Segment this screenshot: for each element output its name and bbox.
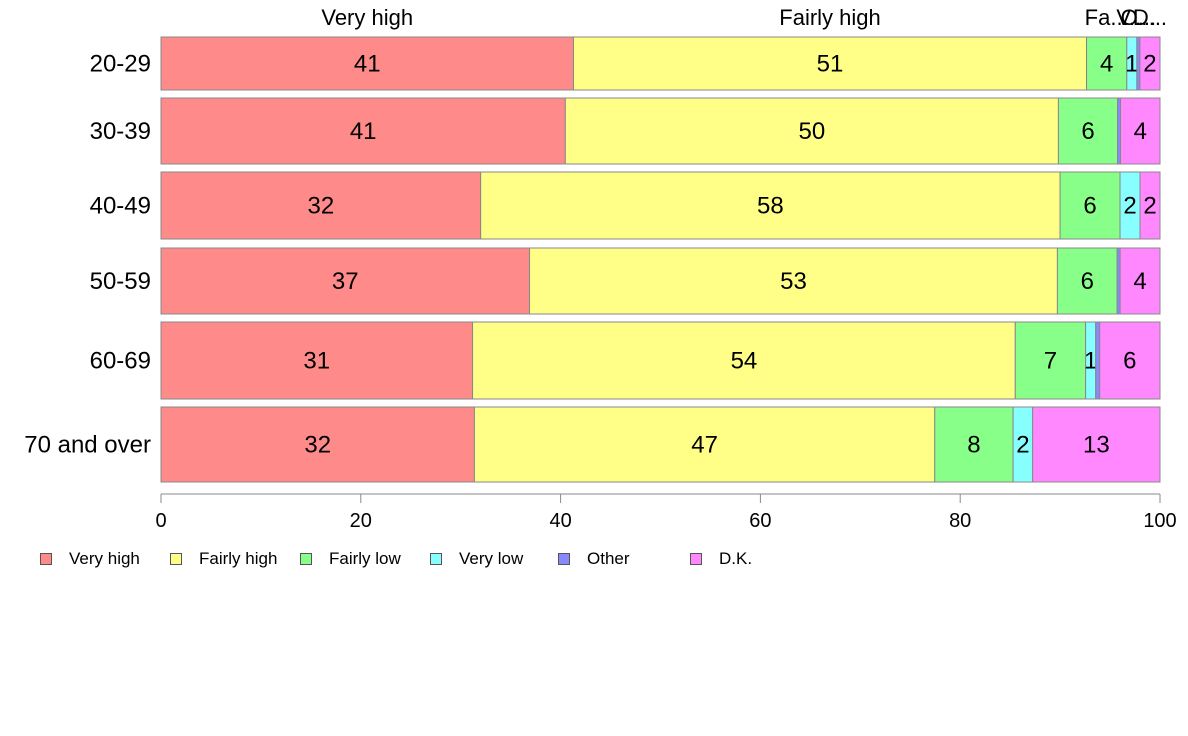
y-tick-label: 70 and over bbox=[24, 432, 151, 459]
bar-segment bbox=[160, 321, 474, 400]
data-label: 37 bbox=[332, 268, 359, 295]
data-label: 41 bbox=[354, 51, 381, 78]
bar-segment bbox=[160, 247, 531, 315]
data-label: 58 bbox=[757, 193, 784, 220]
data-label: 51 bbox=[817, 51, 844, 78]
y-tick-label: 50-59 bbox=[90, 268, 151, 295]
bar-segment bbox=[1059, 171, 1121, 240]
data-label: 13 bbox=[1083, 432, 1110, 459]
x-tick-label: 60 bbox=[749, 510, 771, 532]
y-tick-label: 40-49 bbox=[90, 193, 151, 220]
legend-item: Very high bbox=[40, 549, 140, 569]
data-label: 50 bbox=[799, 118, 826, 145]
bar-segment bbox=[480, 171, 1061, 240]
data-label: 31 bbox=[303, 348, 330, 375]
top-category-label: Fairly high bbox=[779, 5, 880, 30]
y-axis-labels: 20-29 30-39 40-49 50-59 60-69 70 and over bbox=[24, 51, 151, 459]
data-label: 41 bbox=[350, 118, 377, 145]
bar-segment bbox=[160, 97, 566, 165]
bar-segment bbox=[934, 406, 1014, 483]
data-label: 2 bbox=[1143, 51, 1156, 78]
top-category-label: O... bbox=[1121, 5, 1156, 30]
bar-segment bbox=[1095, 321, 1101, 400]
x-tick-label: 80 bbox=[949, 510, 971, 532]
data-label: 4 bbox=[1134, 118, 1147, 145]
bar-segment bbox=[1120, 97, 1161, 165]
y-tick-label: 60-69 bbox=[90, 348, 151, 375]
data-label: 2 bbox=[1016, 432, 1029, 459]
data-label: 54 bbox=[731, 348, 758, 375]
bar-segment bbox=[473, 406, 936, 483]
data-label: 6 bbox=[1123, 348, 1136, 375]
top-category-label: Very high bbox=[321, 5, 413, 30]
data-label: 32 bbox=[304, 432, 331, 459]
bar-segment bbox=[1139, 36, 1161, 91]
y-tick-label: 30-39 bbox=[90, 118, 151, 145]
data-label: 32 bbox=[307, 193, 334, 220]
data-label: 1 bbox=[1084, 348, 1097, 375]
top-category-label: Fa... bbox=[1085, 5, 1129, 30]
legend-label: Fairly high bbox=[199, 549, 278, 568]
legend-label: Fairly low bbox=[329, 549, 401, 568]
bar-segment bbox=[1099, 321, 1161, 400]
legend-item: Fairly high bbox=[170, 549, 277, 569]
x-tick-label: 100 bbox=[1143, 510, 1176, 532]
top-category-label: D... bbox=[1133, 5, 1167, 30]
legend-swatch bbox=[690, 553, 702, 565]
legend-item: Fairly low bbox=[300, 549, 401, 569]
bar-segment bbox=[1032, 406, 1161, 483]
x-tick-label: 40 bbox=[549, 510, 571, 532]
data-label: 1 bbox=[1125, 51, 1138, 78]
legend-swatch bbox=[40, 553, 52, 565]
legend-label: Very low bbox=[459, 549, 524, 568]
top-category-label: V... bbox=[1116, 5, 1147, 30]
top-category-labels: Very high Fairly high Fa...V...O...D... bbox=[321, 5, 1167, 30]
data-label: 2 bbox=[1123, 193, 1136, 220]
bar-segment bbox=[1056, 247, 1118, 315]
legend-label: Very high bbox=[69, 549, 140, 568]
bar-segment bbox=[1139, 171, 1161, 240]
bars-group: 41 51 4 1 241 50 6 432 58 6 2 237 53 6 431 54 7 1 632 47 8 2 1… bbox=[160, 36, 1161, 483]
bar-segment bbox=[529, 247, 1058, 315]
x-tick-label: 0 bbox=[155, 510, 166, 532]
data-label: 47 bbox=[691, 432, 718, 459]
legend-label: D.K. bbox=[719, 549, 753, 568]
data-label: 6 bbox=[1081, 268, 1094, 295]
bar-segment bbox=[1057, 97, 1119, 165]
data-label: 2 bbox=[1143, 193, 1156, 220]
data-label: 8 bbox=[967, 432, 980, 459]
data-label: 6 bbox=[1081, 118, 1094, 145]
legend-item: D.K. bbox=[690, 549, 752, 569]
data-label: 4 bbox=[1133, 268, 1146, 295]
legend-swatch bbox=[170, 553, 182, 565]
legend-item: Very low bbox=[430, 549, 523, 569]
bar-segment bbox=[160, 171, 482, 240]
bar-segment bbox=[572, 36, 1088, 91]
x-axis: 0 20 40 60 80 100 bbox=[155, 493, 1177, 532]
x-tick-label: 20 bbox=[350, 510, 372, 532]
data-label: 6 bbox=[1083, 193, 1096, 220]
bar-segment bbox=[1086, 36, 1128, 91]
data-label: 7 bbox=[1044, 348, 1057, 375]
data-label: 53 bbox=[780, 268, 807, 295]
legend-swatch bbox=[430, 553, 442, 565]
legend-swatch bbox=[300, 553, 312, 565]
bar-segment bbox=[1119, 247, 1161, 315]
bar-segment bbox=[160, 406, 475, 483]
legend-label: Other bbox=[587, 549, 630, 568]
legend-item: Other bbox=[558, 549, 630, 569]
data-label: 4 bbox=[1100, 51, 1113, 78]
y-tick-label: 20-29 bbox=[90, 51, 151, 78]
legend-swatch bbox=[558, 553, 570, 565]
bar-segment bbox=[1014, 321, 1087, 400]
